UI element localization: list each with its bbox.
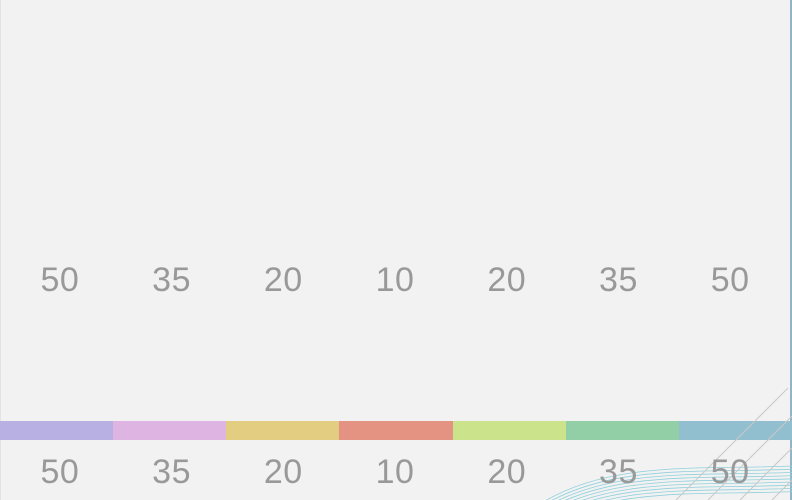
scale-number: 20 — [263, 453, 303, 491]
upper-number-row: 50 35 20 10 20 35 50 — [0, 258, 790, 302]
scale-number: 35 — [599, 261, 638, 299]
color-swatch-green — [565, 421, 679, 440]
color-swatch-yellow — [226, 421, 340, 440]
scale-number: 10 — [375, 261, 415, 299]
color-swatch-blue — [678, 421, 792, 440]
left-edge-divider — [0, 0, 1, 500]
scale-number: 35 — [152, 453, 191, 491]
color-swatch-purple — [0, 421, 114, 440]
color-swatch-lime — [452, 421, 566, 440]
right-edge-divider — [790, 0, 792, 500]
scale-number: 35 — [152, 261, 191, 299]
scale-number: 50 — [40, 261, 80, 299]
color-bar — [0, 421, 792, 440]
lower-number-row: 50 35 20 10 20 35 50 — [0, 450, 790, 494]
scale-number: 50 — [710, 261, 750, 299]
scale-number: 35 — [599, 453, 638, 491]
scale-number: 20 — [487, 261, 527, 299]
scale-number: 20 — [263, 261, 303, 299]
scale-number: 20 — [487, 453, 527, 491]
color-swatch-red — [339, 421, 453, 440]
scale-number: 50 — [40, 453, 80, 491]
scale-number: 10 — [375, 453, 415, 491]
color-swatch-pink — [113, 421, 227, 440]
scale-number: 50 — [710, 453, 750, 491]
